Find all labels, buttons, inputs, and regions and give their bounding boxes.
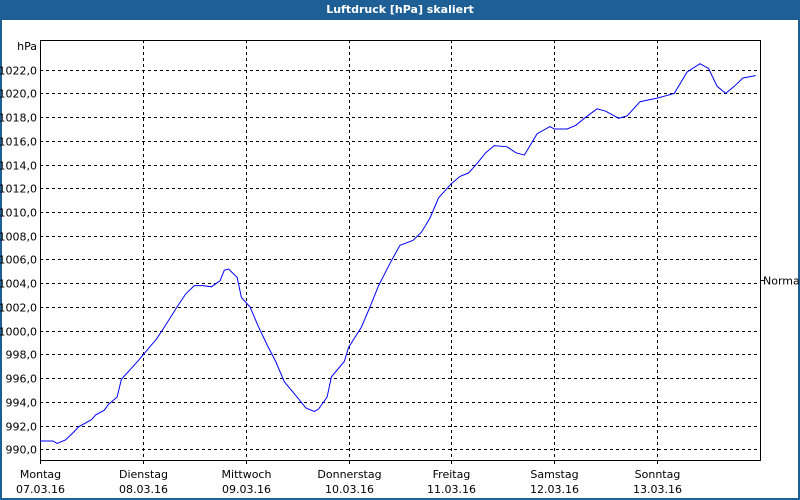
- x-tick-date: 07.03.16: [16, 483, 65, 496]
- x-tick-day: Sonntag: [635, 468, 681, 481]
- reference-label: Normal: [763, 275, 800, 288]
- x-tick-date: 10.03.16: [325, 483, 374, 496]
- window-title: Luftdruck [hPa] skaliert: [0, 0, 800, 20]
- y-tick-label: 1008,0: [0, 231, 37, 244]
- y-tick-label: 1010,0: [0, 207, 37, 220]
- y-tick-label: 998,0: [6, 349, 38, 362]
- y-tick-label: 1018,0: [0, 112, 37, 125]
- x-tick-day: Samstag: [530, 468, 578, 481]
- x-tick-day: Donnerstag: [317, 468, 381, 481]
- y-tick-label: 1016,0: [0, 136, 37, 149]
- y-tick-label: 1014,0: [0, 160, 37, 173]
- pressure-line: [40, 63, 756, 444]
- plot-border: [40, 40, 761, 461]
- x-tick-date: 09.03.16: [222, 483, 271, 496]
- x-tick-day: Montag: [20, 468, 61, 481]
- x-tick-day: Mittwoch: [222, 468, 272, 481]
- x-tick-date: 12.03.16: [530, 483, 579, 496]
- y-tick-label: 994,0: [6, 397, 38, 410]
- y-tick-label: 996,0: [6, 373, 38, 386]
- x-tick-day: Freitag: [433, 468, 471, 481]
- x-tick-date: 08.03.16: [119, 483, 168, 496]
- x-tick-date: 13.03.16: [633, 483, 682, 496]
- x-tick-date: 11.03.16: [427, 483, 476, 496]
- y-tick-label: 1006,0: [0, 254, 37, 267]
- y-tick-label: 1000,0: [0, 326, 37, 339]
- y-tick-label: 992,0: [6, 421, 38, 434]
- y-tick-label: 1012,0: [0, 183, 37, 196]
- y-axis-unit: hPa: [17, 40, 37, 53]
- y-tick-label: 990,0: [6, 444, 38, 457]
- y-tick-label: 1002,0: [0, 302, 37, 315]
- y-tick-label: 1004,0: [0, 278, 37, 291]
- y-tick-label: 1020,0: [0, 88, 37, 101]
- y-tick-label: 1022,0: [0, 65, 37, 78]
- x-tick-day: Dienstag: [119, 468, 168, 481]
